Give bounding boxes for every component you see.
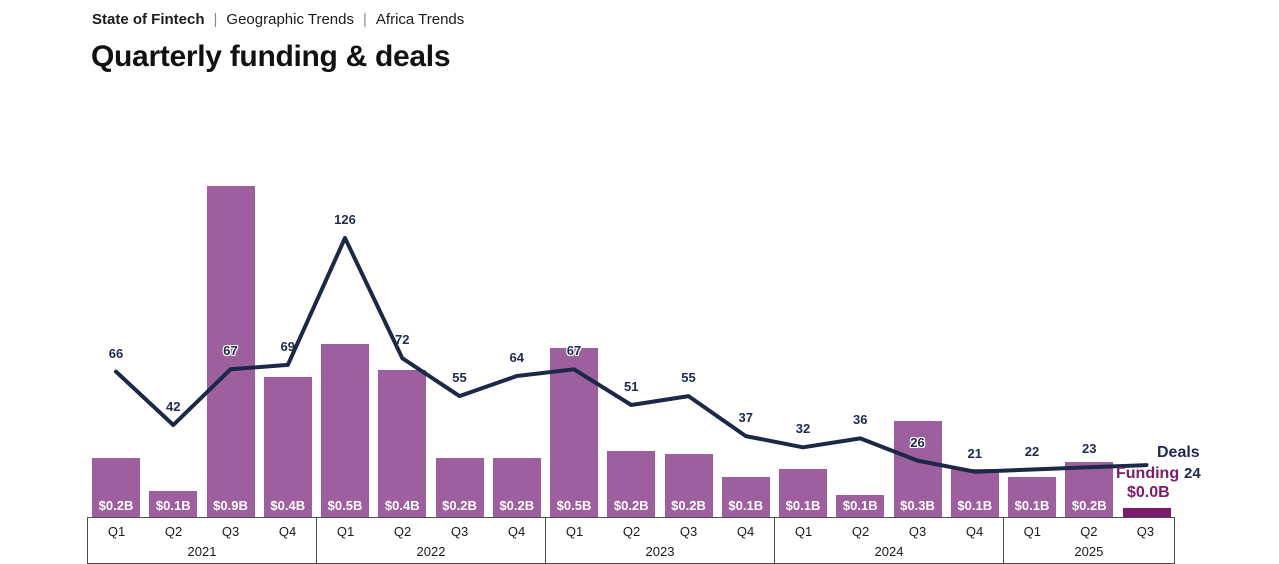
deals-value-label: 66 <box>108 345 124 361</box>
axis-quarter-label: Q1 <box>794 524 813 539</box>
funding-bar <box>836 495 885 517</box>
funding-bar <box>779 469 827 517</box>
deals-value-label: 42 <box>166 398 181 414</box>
deals-value-label: 26 <box>910 434 925 450</box>
funding-bar <box>1122 508 1171 517</box>
axis-year-label: 2024 <box>874 544 904 559</box>
deals-value-label: 126 <box>334 211 356 227</box>
breadcrumb: State of Fintech | Geographic Trends | A… <box>92 11 464 28</box>
axis-year-label: 2022 <box>416 544 446 559</box>
deals-series-label: Deals <box>1157 444 1200 461</box>
axis-year-label: 2021 <box>187 544 217 559</box>
funding-value-label: $0.4B <box>270 498 306 513</box>
funding-value-label: $0.1B <box>785 498 821 513</box>
breadcrumb-geographic-trends[interactable]: Geographic Trends <box>226 11 354 28</box>
axis-year-group: Q1 Q2 Q3 Q4 2024 <box>774 518 1003 563</box>
breadcrumb-africa-trends[interactable]: Africa Trends <box>375 11 465 28</box>
deals-value-label: 55 <box>681 370 696 386</box>
axis-year-group: Q1 Q2 Q3 Q4 2022 <box>316 518 545 563</box>
axis-quarter-label: Q2 <box>1080 524 1098 539</box>
axis-quarter-label: Q3 <box>450 524 469 539</box>
axis-quarter-label: Q4 <box>965 524 984 539</box>
deals-value-label: 72 <box>395 332 410 348</box>
funding-value-label: $0.1B <box>155 498 191 513</box>
funding-value-label: $0.4B <box>384 498 420 513</box>
axis-year-label: 2025 <box>1074 544 1104 559</box>
axis-quarter-label: Q1 <box>336 524 355 539</box>
axis-quarter-label: Q1 <box>107 524 126 539</box>
deals-value-label: 22 <box>1024 443 1040 459</box>
axis-quarter-label: Q2 <box>622 524 641 539</box>
x-axis: Q1 Q2 Q3 Q4 2021 Q1 Q2 Q3 Q4 2022 Q1 Q2 Q3 Q4 2023 Q1 Q2… <box>87 517 1175 564</box>
deals-value-label: 67 <box>566 343 582 359</box>
deals-value-label: 24 <box>1184 465 1201 482</box>
funding-last-value-label: $0.0B <box>1127 484 1170 501</box>
funding-value-label: $0.1B <box>842 498 878 513</box>
funding-value-label: $0.5B <box>556 498 592 513</box>
funding-value-label: $0.2B <box>499 498 535 513</box>
deals-value-label: 55 <box>452 370 467 386</box>
breadcrumb-separator: | <box>213 11 218 28</box>
funding-value-label: $0.1B <box>728 498 764 513</box>
deals-value-label: 64 <box>509 350 524 366</box>
funding-value-label: $0.9B <box>213 498 248 513</box>
deals-value-label: 36 <box>853 412 868 428</box>
axis-year-label: 2023 <box>645 544 675 559</box>
funding-bar <box>721 477 770 517</box>
funding-series-label: Funding <box>1116 465 1180 482</box>
deals-value-label: 51 <box>624 378 639 394</box>
deals-value-label: 32 <box>795 421 811 437</box>
funding-value-label: $0.3B <box>900 498 935 513</box>
funding-bar <box>1008 477 1056 517</box>
funding-value-label: $0.5B <box>327 498 363 513</box>
axis-quarter-label: Q3 <box>1136 524 1155 539</box>
funding-bar <box>950 469 999 517</box>
axis-quarter-label: Q2 <box>851 524 870 539</box>
axis-quarter-label: Q4 <box>736 524 755 539</box>
page-title: Quarterly funding & deals <box>91 40 451 73</box>
funding-value-label: $0.2B <box>671 498 706 513</box>
axis-quarter-label: Q3 <box>908 524 927 539</box>
funding-value-label: $0.1B <box>1014 498 1050 513</box>
axis-quarter-label: Q1 <box>565 524 584 539</box>
funding-value-label: $0.2B <box>1071 498 1107 513</box>
funding-value-label: $0.2B <box>613 498 649 513</box>
axis-quarter-label: Q4 <box>507 524 526 539</box>
funding-value-label: $0.2B <box>442 498 477 513</box>
funding-bar <box>149 491 198 517</box>
axis-quarter-label: Q3 <box>679 524 698 539</box>
axis-year-group: Q1 Q2 Q3 2025 <box>1003 518 1175 563</box>
breadcrumb-state-of-fintech[interactable]: State of Fintech <box>92 11 205 28</box>
axis-quarter-label: Q1 <box>1023 524 1041 539</box>
axis-quarter-label: Q2 <box>164 524 183 539</box>
deals-value-label: 69 <box>280 338 295 354</box>
axis-quarter-label: Q2 <box>393 524 412 539</box>
breadcrumb-separator: | <box>363 11 367 28</box>
axis-year-group: Q1 Q2 Q3 Q4 2023 <box>545 518 774 563</box>
deals-value-label: 67 <box>223 343 238 359</box>
funding-value-label: $0.1B <box>957 498 993 513</box>
axis-year-group: Q1 Q2 Q3 Q4 2021 <box>87 518 316 563</box>
deals-value-label: 21 <box>967 445 982 461</box>
axis-quarter-label: Q3 <box>221 524 240 539</box>
deals-value-label: 37 <box>738 410 753 426</box>
axis-quarter-label: Q4 <box>278 524 297 539</box>
deals-value-label: 23 <box>1082 441 1097 457</box>
funding-value-label: $0.2B <box>98 498 134 513</box>
